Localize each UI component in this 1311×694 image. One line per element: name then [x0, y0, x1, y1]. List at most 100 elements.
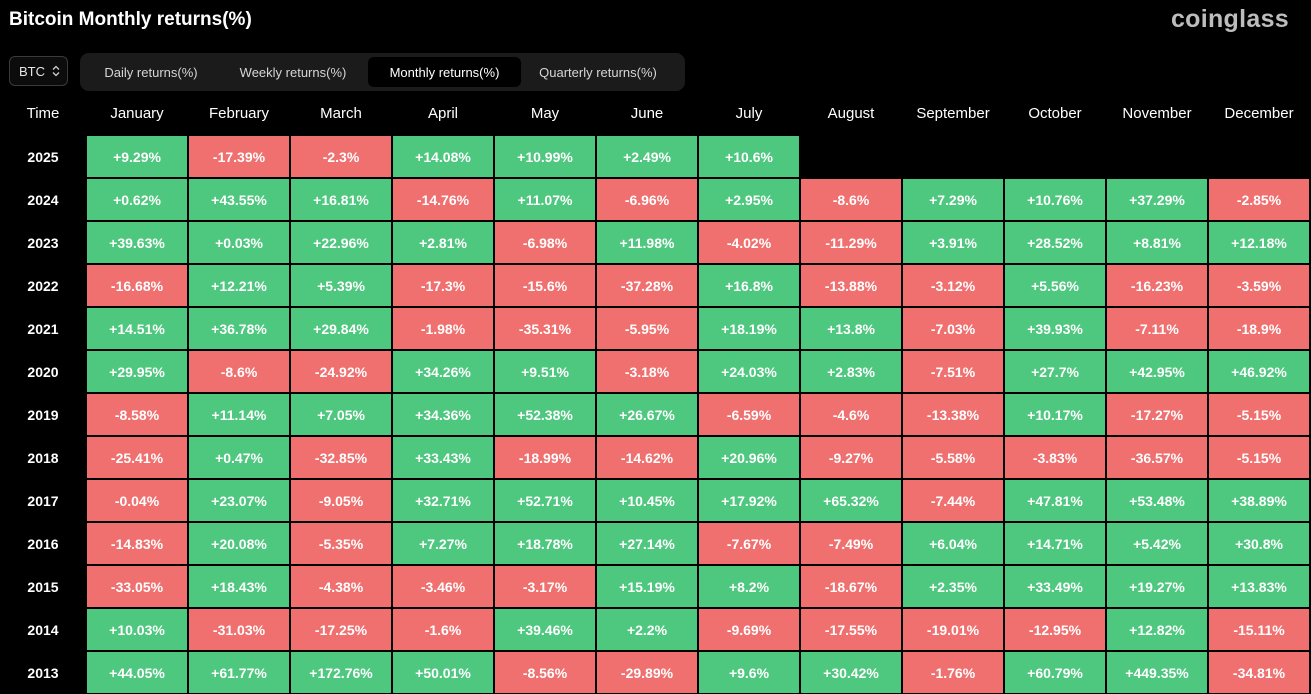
year-label: 2018 [27, 449, 59, 466]
return-cell: -8.56% [495, 652, 595, 693]
return-cell: -17.39% [189, 136, 289, 177]
month-header: January [110, 105, 164, 122]
return-cell: +6.04% [903, 523, 1003, 564]
return-cell: +18.78% [495, 523, 595, 564]
return-cell: -7.67% [699, 523, 799, 564]
year-label: 2021 [27, 320, 59, 337]
return-cell: -35.31% [495, 308, 595, 349]
tab-weekly-returns[interactable]: Weekly returns(%) [239, 64, 347, 80]
return-cell: -14.76% [393, 179, 493, 220]
return-cell: +10.03% [87, 609, 187, 650]
return-cell: -5.58% [903, 437, 1003, 478]
return-cell: +12.21% [189, 265, 289, 306]
return-cell: -4.02% [699, 222, 799, 263]
return-cell: -33.05% [87, 566, 187, 607]
monthly-returns-table: Time January February March April May June Jul… [0, 92, 1311, 694]
return-cell: +449.35% [1107, 652, 1207, 693]
coinglass-logo: coinglass [1170, 5, 1289, 33]
return-cell: -13.88% [801, 265, 901, 306]
return-cell: +36.78% [189, 308, 289, 349]
return-cell: +23.07% [189, 480, 289, 521]
return-cell: -3.17% [495, 566, 595, 607]
return-cell: +46.92% [1209, 351, 1309, 392]
return-cell: -4.38% [291, 566, 391, 607]
return-cell: +2.83% [801, 351, 901, 392]
return-cell: -6.98% [495, 222, 595, 263]
month-header: July [735, 105, 763, 122]
return-cell: +0.47% [189, 437, 289, 478]
asset-select[interactable]: BTC [9, 56, 68, 86]
return-cell: +43.55% [189, 179, 289, 220]
month-header: May [530, 105, 560, 122]
return-cell: +16.8% [699, 265, 799, 306]
return-cell: +24.03% [699, 351, 799, 392]
month-header: August [827, 105, 875, 122]
return-cell: +53.48% [1107, 480, 1207, 521]
return-cell: +9.6% [699, 652, 799, 693]
year-label: 2013 [27, 664, 59, 681]
table-row: 2013 +44.05% +61.77% +172.76% +50.01% -8.56% -… [0, 651, 1311, 694]
return-cell: -7.03% [903, 308, 1003, 349]
return-cell: +50.01% [393, 652, 493, 693]
table-header-row: Time January February March April May June Jul… [0, 92, 1311, 135]
return-cell: -25.41% [87, 437, 187, 478]
month-header: February [208, 105, 270, 122]
return-cell: +42.95% [1107, 351, 1207, 392]
return-cell: -16.68% [87, 265, 187, 306]
return-cell: +52.38% [495, 394, 595, 435]
return-cell: +39.46% [495, 609, 595, 650]
return-cell: +37.29% [1107, 179, 1207, 220]
return-cell: -17.3% [393, 265, 493, 306]
return-cell: -32.85% [291, 437, 391, 478]
return-cell: +34.36% [393, 394, 493, 435]
return-cell: +29.95% [87, 351, 187, 392]
return-cell: -29.89% [597, 652, 697, 693]
return-cell: -36.57% [1107, 437, 1207, 478]
return-cell: -34.81% [1209, 652, 1309, 693]
tab-daily-returns[interactable]: Daily returns(%) [104, 64, 198, 80]
table-row: 2019 -8.58% +11.14% +7.05% +34.36% +52.38% +26… [0, 393, 1311, 436]
return-cell: -7.51% [903, 351, 1003, 392]
month-header: December [1224, 105, 1294, 122]
return-cell: +8.81% [1107, 222, 1207, 263]
return-cell: +17.92% [699, 480, 799, 521]
return-cell: +47.81% [1005, 480, 1105, 521]
return-cell: -2.85% [1209, 179, 1309, 220]
tab-monthly-returns[interactable]: Monthly returns(%) [368, 57, 521, 87]
return-cell: +3.91% [903, 222, 1003, 263]
return-cell: +33.43% [393, 437, 493, 478]
return-cell: +5.42% [1107, 523, 1207, 564]
asset-select-value: BTC [19, 63, 45, 79]
return-cell: +15.19% [597, 566, 697, 607]
return-cell: -1.6% [393, 609, 493, 650]
table-row: 2021 +14.51% +36.78% +29.84% -1.98% -35.31% -5… [0, 307, 1311, 350]
return-cell: +2.49% [597, 136, 697, 177]
return-cell: -18.67% [801, 566, 901, 607]
return-cell: -17.27% [1107, 394, 1207, 435]
table-row: 2017 -0.04% +23.07% -9.05% +32.71% +52.71% +10… [0, 479, 1311, 522]
return-cell: +52.71% [495, 480, 595, 521]
return-cell: +5.39% [291, 265, 391, 306]
return-cell: -11.29% [801, 222, 901, 263]
return-cell: -17.55% [801, 609, 901, 650]
return-cell: -6.96% [597, 179, 697, 220]
return-cell: +29.84% [291, 308, 391, 349]
time-column-header: Time [26, 105, 60, 122]
return-cell: +2.81% [393, 222, 493, 263]
table-row: 2024 +0.62% +43.55% +16.81% -14.76% +11.07% -6… [0, 178, 1311, 221]
return-cell: +2.2% [597, 609, 697, 650]
return-cell [1107, 136, 1207, 177]
return-cell: +22.96% [291, 222, 391, 263]
return-cell [801, 136, 901, 177]
table-row: 2025 +9.29% -17.39% -2.3% +14.08% +10.99% +2.4… [0, 135, 1311, 178]
return-cell: +27.7% [1005, 351, 1105, 392]
year-label: 2016 [27, 535, 59, 552]
return-cell: -13.38% [903, 394, 1003, 435]
month-header: September [916, 105, 990, 122]
return-cell: -14.62% [597, 437, 697, 478]
return-cell: -16.23% [1107, 265, 1207, 306]
return-cell: +16.81% [291, 179, 391, 220]
tab-quarterly-returns[interactable]: Quarterly returns(%) [539, 64, 657, 80]
return-cell: -5.15% [1209, 437, 1309, 478]
page-title: Bitcoin Monthly returns(%) [9, 9, 252, 30]
